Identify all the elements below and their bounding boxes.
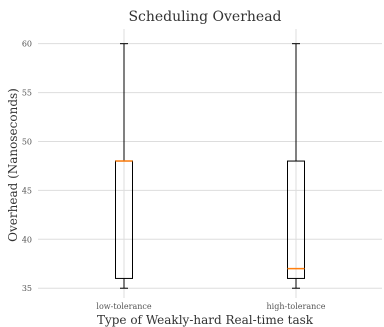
y-tick-label: 60 (22, 40, 32, 49)
x-axis-label: Type of Weakly-hard Real-time task (97, 313, 314, 327)
y-ticks: 35 40 45 50 55 60 (22, 40, 32, 294)
x-tick-label: low-tolerance (96, 302, 151, 311)
box-high-tolerance (287, 160, 305, 279)
y-tick-label: 35 (22, 284, 32, 293)
boxes (115, 43, 305, 289)
y-axis-label: Overhead (Nanoseconds) (6, 88, 20, 242)
y-tick-label: 45 (22, 186, 32, 195)
chart-title: Scheduling Overhead (128, 9, 281, 25)
y-tick-label: 40 (22, 235, 32, 244)
gridlines (38, 29, 382, 298)
y-tick-label: 50 (22, 137, 32, 146)
y-tick-label: 55 (22, 89, 32, 98)
x-tick-label: high-tolerance (267, 302, 326, 311)
x-ticks: low-tolerance high-tolerance (96, 302, 325, 311)
